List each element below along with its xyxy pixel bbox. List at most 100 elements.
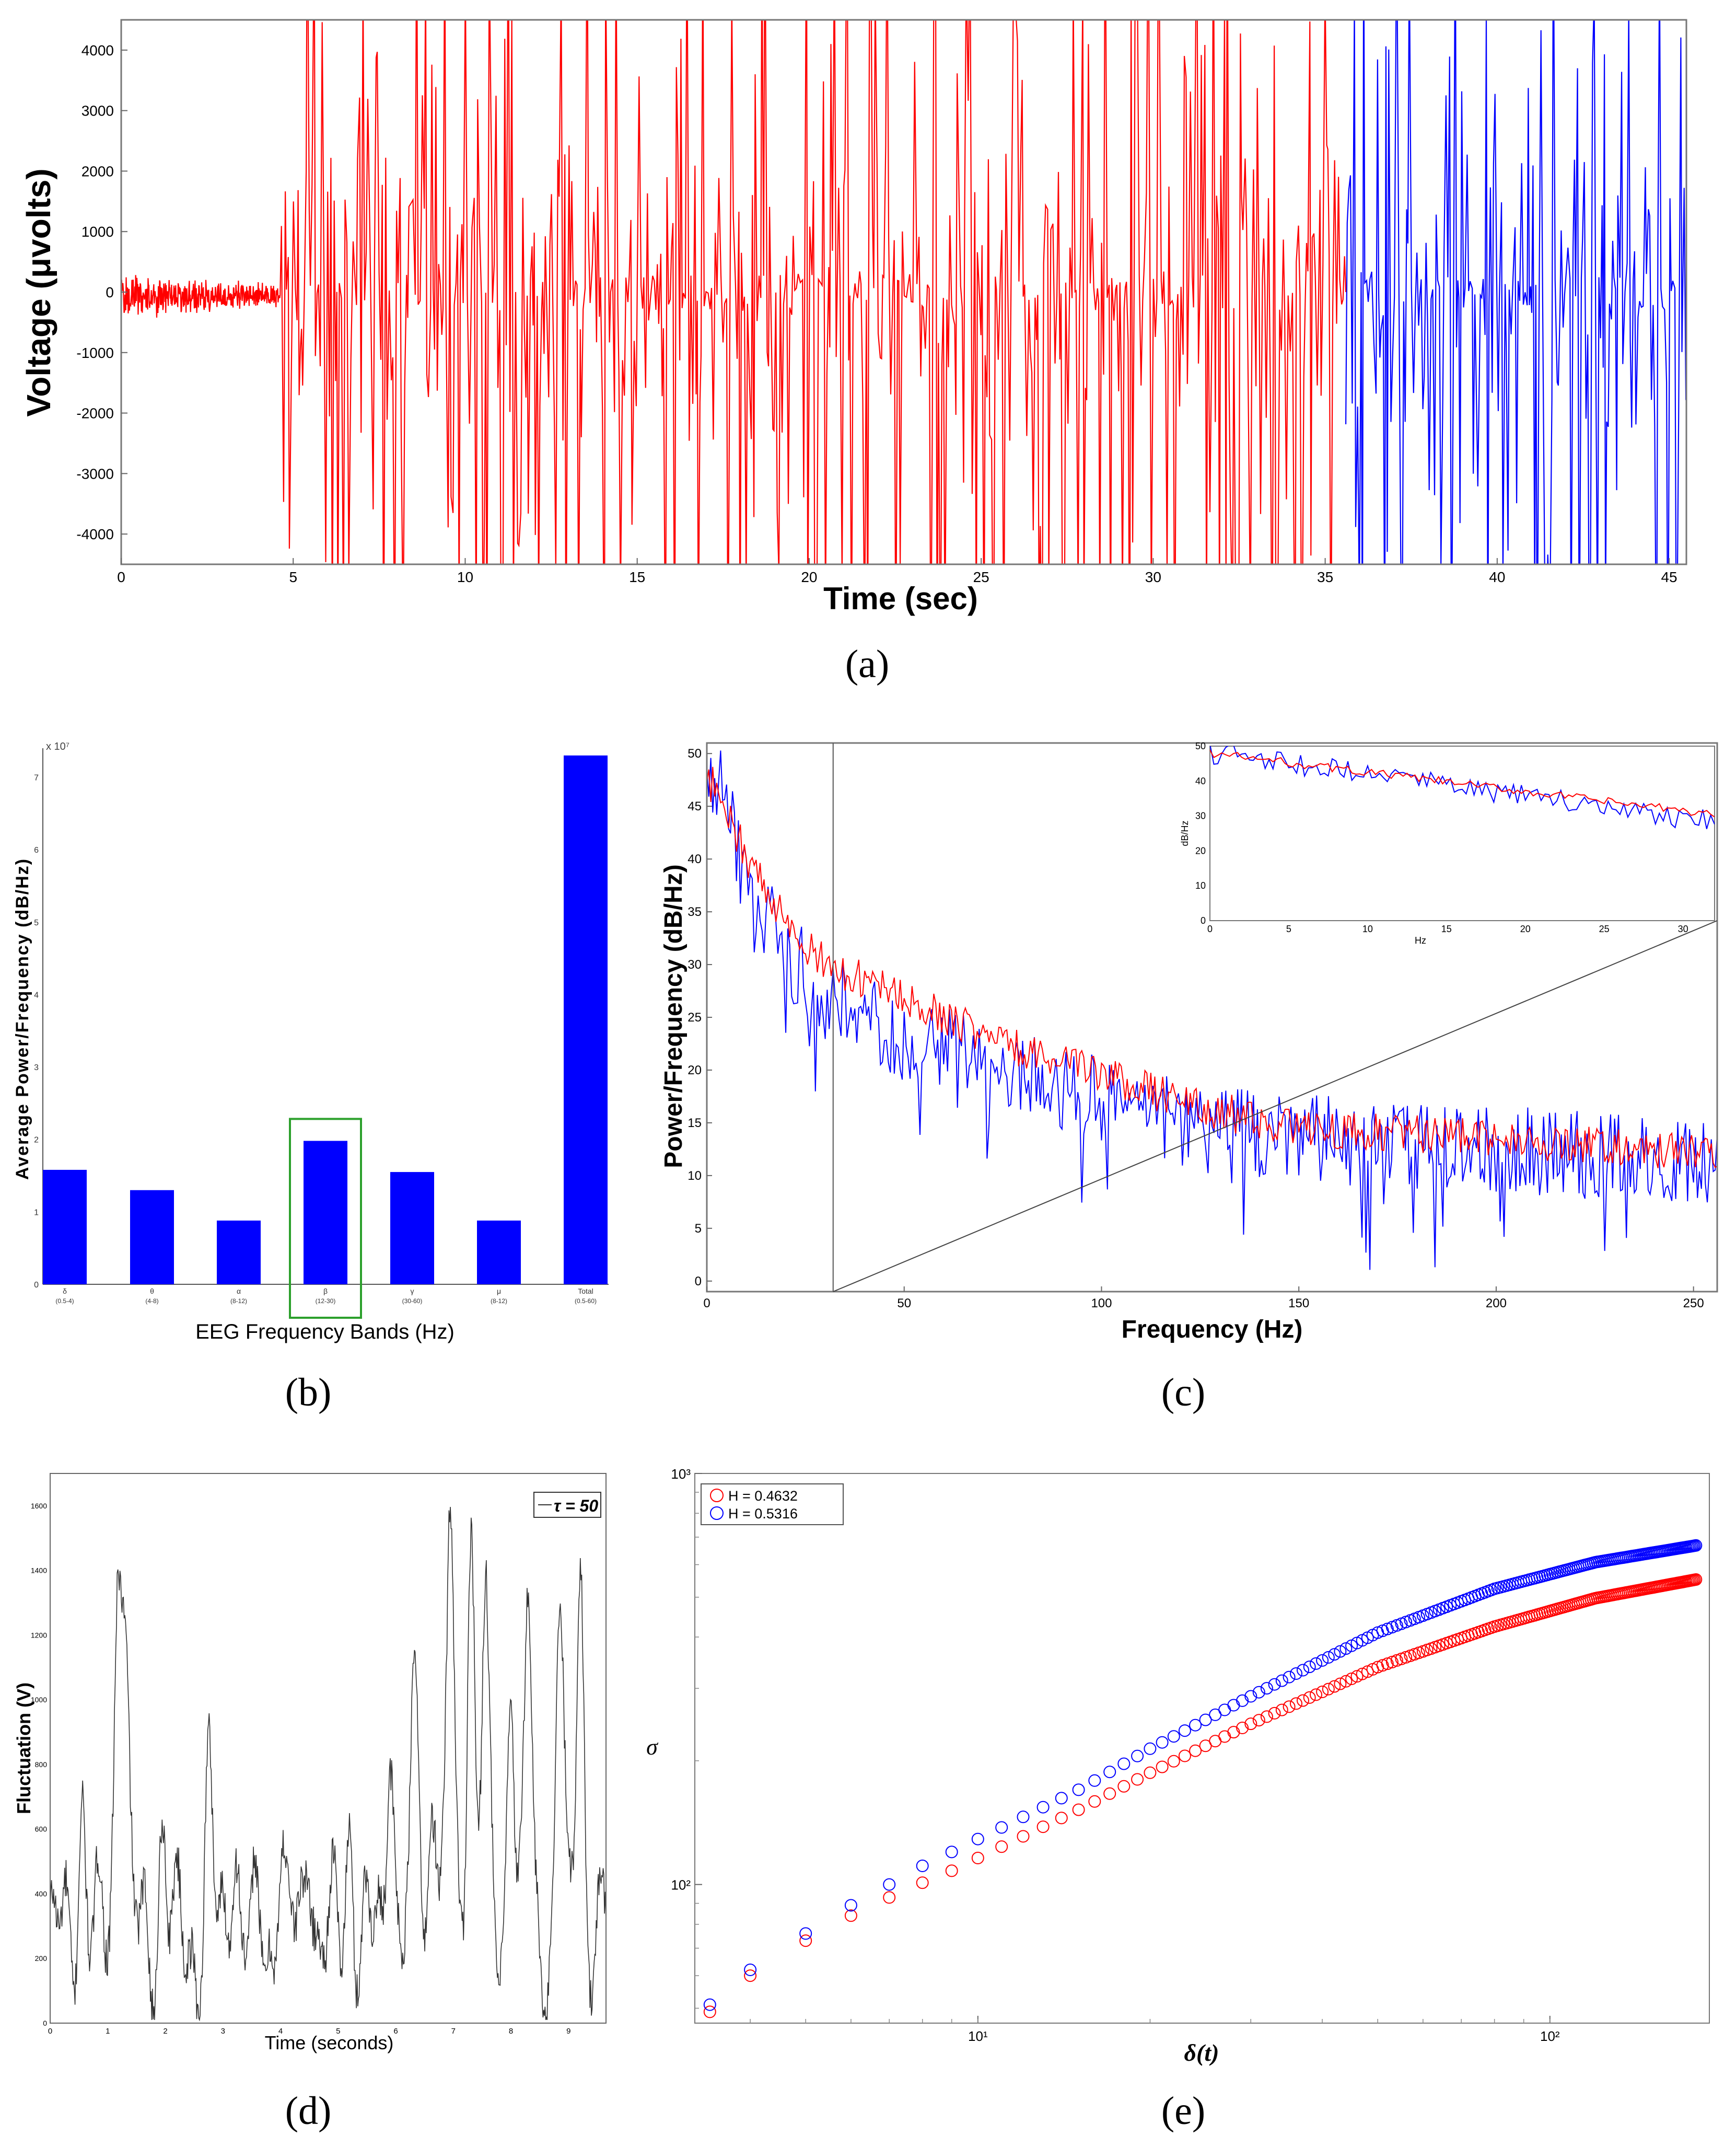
panel-e-point-red [1260, 1710, 1273, 1723]
panel-a-series-preictal [121, 20, 1347, 564]
panel-a-x-tick-label: 5 [289, 569, 297, 585]
panel-b-exponent: x 10⁷ [46, 741, 69, 752]
panel-a-x-tick-label: 40 [1489, 569, 1505, 585]
panel-e-point-blue [1244, 1690, 1257, 1703]
panel-e-point-red [1189, 1744, 1202, 1757]
panel-e-point-red [1227, 1726, 1240, 1739]
panel-b-bar-3 [304, 1141, 347, 1284]
panel-b-y-tick-label: 5 [34, 919, 39, 927]
panel-b-y-tick-label: 1 [34, 1208, 39, 1217]
panel-e-point-blue [1144, 1742, 1157, 1755]
panel-e-x-tick-label: 10¹ [968, 2028, 988, 2044]
panel-e-point-red [1178, 1749, 1191, 1762]
panel-a-x-tick-label: 30 [1145, 569, 1161, 585]
panel-c-inset-x-tick-label: 0 [1207, 924, 1213, 934]
panel-b-x-tick-label: β [323, 1287, 328, 1295]
panel-c-inset-y-tick-label: 20 [1195, 845, 1206, 856]
panel-a-y-tick-label: -3000 [76, 466, 114, 482]
panel-c-y-tick-label: 50 [688, 747, 702, 761]
panel-b-y-tick-label: 2 [34, 1136, 39, 1145]
panel-c-x-tick-label: 250 [1683, 1296, 1704, 1310]
panel-e-point-blue [995, 1821, 1008, 1834]
panel-e-point-blue [1268, 1678, 1281, 1691]
panel-c-inset-x-tick-label: 5 [1286, 924, 1291, 934]
panel-e-point-red [1103, 1787, 1116, 1800]
panel-e-point-blue [1103, 1766, 1116, 1779]
panel-a-x-tick-label: 20 [801, 569, 817, 585]
panel-c-inset-series-red [1210, 749, 1715, 818]
panel-b-x-tick-label: Total [578, 1287, 593, 1295]
panel-e-point-blue [1260, 1682, 1273, 1695]
panel-c-y-tick-label: 5 [695, 1222, 702, 1236]
panel-c-zoom-connector [833, 920, 1718, 1292]
panel-e-x-axis-label: δ(t) [1184, 2039, 1219, 2066]
panel-e-x-tick-label: 10² [1540, 2028, 1560, 2044]
panel-c-series-red [707, 767, 1717, 1168]
panel-e-point-red [1017, 1830, 1030, 1843]
panel-e-point-blue [1088, 1774, 1101, 1787]
panel-d-axes-frame [50, 1473, 607, 2024]
panel-e-axes-frame [694, 1473, 1710, 2024]
panel-d-label: (d) [285, 2089, 332, 2133]
panel-d-y-tick-label: 1200 [31, 1631, 47, 1639]
panel-e-point-red [1036, 1820, 1050, 1833]
panel-d-y-tick-label: 1600 [31, 1502, 47, 1510]
panel-c-inset-x-tick-label: 10 [1362, 924, 1373, 934]
panel-b-bar-1 [130, 1190, 174, 1284]
panel-b-y-tick-label: 0 [34, 1281, 39, 1290]
panel-c-x-axis-label: Frequency (Hz) [1122, 1316, 1303, 1343]
panel-c-inset-y-label: dB/Hz [1180, 820, 1190, 846]
panel-e-point-blue [1297, 1664, 1309, 1677]
panel-c-x-tick-label: 100 [1091, 1296, 1112, 1310]
panel-e-point-red [1236, 1722, 1249, 1734]
panel-e-point-blue [1339, 1642, 1353, 1655]
panel-d-x-tick-label: 6 [393, 2027, 398, 2036]
panel-e-point-blue [1328, 1648, 1341, 1661]
panel-e-point-blue [1252, 1686, 1265, 1699]
panel-e-point-red [1376, 1659, 1389, 1672]
panel-e-point-red [883, 1891, 896, 1904]
panel-d-y-tick-label: 0 [43, 2019, 47, 2027]
panel-e-point-red [744, 1969, 757, 1982]
panel-a-x-tick-label: 0 [117, 569, 125, 585]
panel-d-series-tau50 [50, 1506, 606, 2022]
panel-b-y-tick-label: 7 [34, 773, 39, 782]
panel-e-point-blue [916, 1860, 929, 1872]
panel-d-x-tick-label: 8 [509, 2027, 513, 2036]
panel-e-point-red [1275, 1703, 1288, 1716]
panel-b-bar-4 [390, 1172, 434, 1284]
panel-d-y-tick-label: 1400 [31, 1566, 47, 1575]
panel-e-point-blue [1334, 1645, 1347, 1658]
panel-c-x-tick-label: 0 [703, 1296, 710, 1310]
panel-d-x-tick-label: 9 [566, 2027, 570, 2036]
panel-e-point-blue [1117, 1757, 1131, 1770]
panel-a-x-tick-label: 10 [457, 569, 473, 585]
panel-e-point-red [1381, 1657, 1394, 1670]
panel-e-point-blue [844, 1899, 857, 1912]
panel-c-y-tick-label: 45 [688, 799, 702, 814]
panel-c-y-tick-label: 10 [688, 1169, 702, 1183]
panel-e-point-red [1303, 1691, 1316, 1704]
panel-e-point-red [945, 1864, 958, 1877]
panel-e-point-red [844, 1909, 857, 1922]
panel-d-y-tick-label: 800 [35, 1760, 48, 1769]
panel-d-y-tick-label: 200 [35, 1954, 48, 1963]
panel-e-point-blue [1310, 1657, 1322, 1670]
panel-e-point-blue [1283, 1670, 1296, 1683]
panel-a-x-tick-label: 45 [1661, 569, 1677, 585]
panel-e-point-red [1316, 1686, 1329, 1698]
panel-e-y-axis-label: σ [646, 1734, 659, 1760]
panel-c-y-tick-label: 35 [688, 905, 702, 919]
panel-d-legend-label: τ = 50 [554, 1496, 598, 1515]
panel-a-y-tick-label: -1000 [76, 345, 114, 361]
panel-a-y-tick-label: -2000 [76, 405, 114, 422]
panel-e-point-blue [703, 1998, 716, 2011]
panel-e-point-blue [945, 1845, 958, 1859]
panel-b-x-tick-range: (8-12) [230, 1297, 247, 1305]
panel-e-point-red [1244, 1717, 1257, 1731]
panel-e-point-red [1131, 1773, 1144, 1786]
panel-a-x-tick-label: 25 [973, 569, 989, 585]
panel-e-point-red [1345, 1673, 1358, 1685]
